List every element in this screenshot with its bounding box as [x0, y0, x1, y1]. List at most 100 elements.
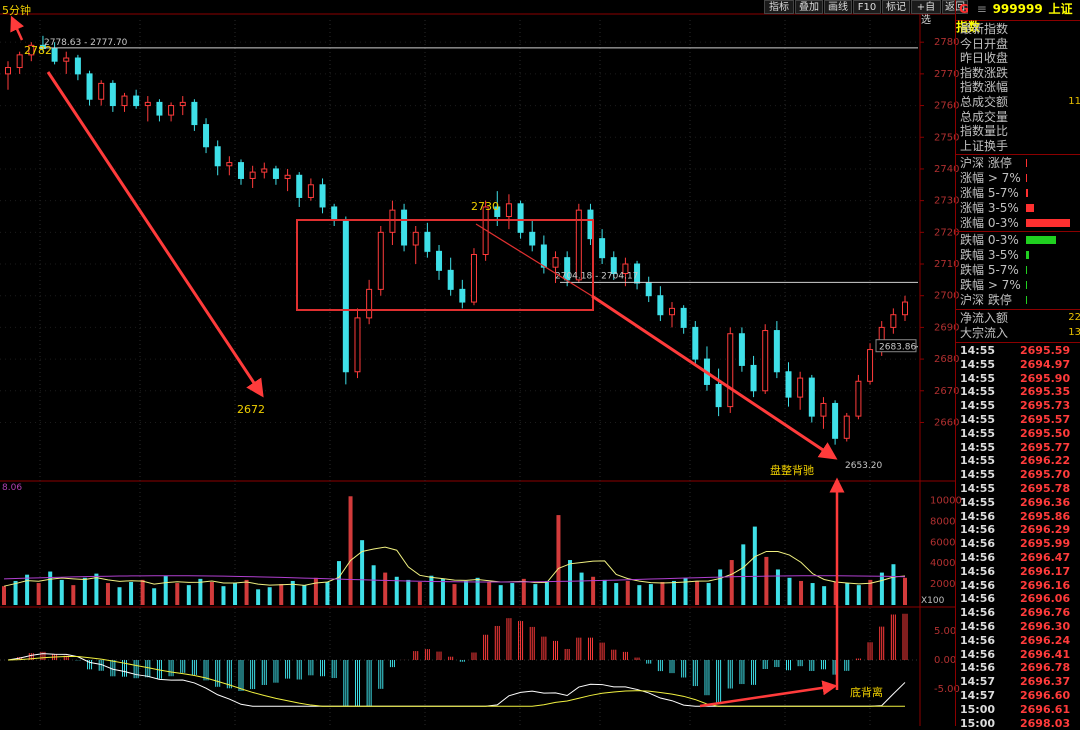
candle-body: [98, 82, 105, 100]
volume-bar: [336, 561, 341, 605]
menu-icon[interactable]: ≡: [976, 2, 987, 16]
price-tick-label: 2710: [934, 259, 959, 270]
candle-body: [669, 307, 676, 316]
candle-body: [505, 203, 512, 217]
volume-bar: [186, 585, 191, 605]
volume-ma-line: [3, 546, 906, 587]
volume-bar: [25, 574, 30, 605]
price-tick-label: 2690: [934, 322, 959, 333]
sidebar-separator: [956, 342, 1080, 343]
candle-body: [797, 377, 804, 398]
candle-body: [855, 380, 862, 417]
tick-price: 2695.59: [1020, 344, 1071, 357]
toolbar-button-1[interactable]: 叠加: [795, 0, 823, 14]
volume-bar: [198, 578, 203, 605]
tick-time: 14:55: [960, 454, 996, 468]
volume-bar: [568, 560, 573, 605]
volume-tick-label: 10000: [930, 495, 962, 506]
tick-price: 2695.77: [1020, 440, 1071, 454]
breadth-bar-8: [1026, 281, 1027, 289]
candle-body: [401, 209, 408, 246]
quote-label-8: 上证换手: [960, 138, 1009, 153]
candle-body: [645, 282, 652, 297]
tick-price: 2695.73: [1020, 399, 1071, 413]
candle-body: [657, 295, 664, 316]
toolbar-button-3[interactable]: F10: [853, 0, 881, 14]
candle-body: [564, 257, 571, 281]
candle-body: [63, 57, 70, 62]
candle-body: [354, 317, 361, 373]
tick-price: 2695.86: [1020, 509, 1071, 523]
price-tick-label: 2680: [934, 354, 959, 365]
volume-bar: [36, 583, 41, 605]
candle-body: [377, 231, 384, 290]
volume-bars: [2, 496, 907, 605]
volume-unit: X100: [921, 596, 945, 606]
toolbar-button-4[interactable]: 标记: [882, 0, 910, 14]
breadth-label-2: 涨幅 5-7%: [960, 186, 1019, 200]
price-tick-label: 2760: [934, 101, 959, 112]
divergence-label: 盘整背驰: [770, 463, 814, 477]
toolbar-button-2[interactable]: 画线: [824, 0, 852, 14]
volume-bar: [290, 580, 295, 605]
candle-body: [28, 44, 35, 56]
sidebar-separator: [956, 154, 1080, 155]
arrow-divergence-leg: [591, 294, 838, 460]
candle-body: [459, 288, 466, 303]
tick-price: 2695.35: [1020, 385, 1071, 399]
price-tick-label: 2700: [934, 291, 959, 302]
volume-bar: [464, 580, 469, 605]
tick-time: 14:55: [960, 482, 996, 495]
tick-time: 14:55: [960, 357, 996, 371]
volume-bar: [209, 582, 214, 605]
candle-body: [529, 231, 536, 246]
tick-price: 2695.57: [1020, 413, 1071, 426]
macd-dif-line: [7, 653, 906, 707]
volume-bar: [94, 573, 99, 605]
volume-bar: [383, 572, 388, 605]
tick-time: 14:55: [960, 468, 996, 482]
price-tick-label: 2780: [934, 37, 959, 48]
volume-bar: [544, 580, 549, 605]
tick-time: 14:55: [960, 413, 996, 426]
flow-label-0: 净流入额: [960, 311, 1009, 325]
horizontal-reference-lines: 2778.63 - 2777.70 2704.18 - 2704.17 2683.8…: [40, 38, 918, 353]
candle-body: [237, 162, 244, 179]
grid-lines: [0, 13, 955, 726]
volume-bar: [152, 588, 157, 605]
toolbar-button-5[interactable]: +自选: [911, 0, 941, 26]
volume-bar: [521, 578, 526, 605]
stock-name: 上证指数: [956, 2, 1073, 34]
candle-body: [39, 44, 46, 50]
candle-body: [470, 254, 477, 303]
volume-bar: [891, 564, 896, 605]
quote-label-3: 指数涨跌: [960, 65, 1009, 80]
candle-body: [121, 95, 128, 107]
candle-body: [203, 124, 210, 148]
tick-price: 2695.50: [1020, 426, 1071, 440]
toolbar-button-0[interactable]: 指标: [764, 0, 794, 14]
tick-time: 14:56: [960, 564, 996, 578]
low-value-label: 2653.20: [845, 461, 882, 471]
consolidation-box: [296, 219, 594, 311]
candle-body: [5, 67, 11, 75]
candle-body: [610, 257, 617, 275]
candle-body: [51, 48, 58, 62]
tick-price: 2696.60: [1020, 689, 1071, 702]
candle-body: [179, 101, 186, 107]
ref-line-last-box: [875, 339, 917, 353]
tick-price: 2696.41: [1020, 647, 1071, 661]
tick-price: 2696.17: [1020, 564, 1071, 578]
volume-bar: [741, 544, 746, 605]
tick-price: 2694.97: [1020, 357, 1071, 371]
tick-price: 2696.22: [1020, 454, 1071, 468]
volume-bar: [637, 585, 642, 605]
volume-bar: [325, 582, 330, 605]
tick-price: 2696.61: [1020, 702, 1071, 716]
tick-time: 15:00: [960, 702, 996, 716]
tick-price: 2695.99: [1020, 537, 1071, 551]
flow-value-1: 13: [1068, 327, 1080, 338]
volume-bar: [591, 576, 596, 605]
volume-bar: [822, 586, 827, 605]
ref-line-high-label: 2778.63 - 2777.70: [44, 38, 128, 48]
